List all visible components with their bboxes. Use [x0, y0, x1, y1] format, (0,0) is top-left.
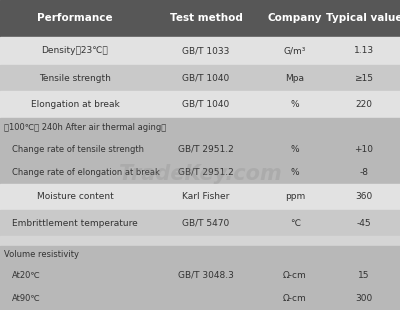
- Bar: [0, 37, 400, 65]
- Text: %: %: [291, 100, 299, 109]
- Text: Ω-cm: Ω-cm: [283, 294, 307, 303]
- Bar: [0, 91, 400, 117]
- Text: -45: -45: [357, 219, 371, 228]
- Text: -8: -8: [360, 168, 368, 177]
- Text: Change rate of elongation at break: Change rate of elongation at break: [12, 168, 160, 177]
- Text: G/m³: G/m³: [284, 46, 306, 55]
- Text: GB/T 3048.3: GB/T 3048.3: [178, 271, 234, 280]
- Text: GB/T 1033: GB/T 1033: [182, 46, 230, 55]
- Text: ppm: ppm: [285, 193, 305, 202]
- Bar: [0, 210, 400, 237]
- Text: Performance: Performance: [37, 13, 113, 24]
- Text: At90℃: At90℃: [12, 294, 41, 303]
- Bar: [0, 287, 400, 310]
- Text: Typical value: Typical value: [326, 13, 400, 24]
- Text: Tensile strength: Tensile strength: [39, 73, 111, 82]
- Text: GB/T 1040: GB/T 1040: [182, 100, 230, 109]
- Text: Test method: Test method: [170, 13, 242, 24]
- Text: Density（23℃）: Density（23℃）: [42, 46, 108, 55]
- Text: %: %: [291, 168, 299, 177]
- Text: GB/T 1040: GB/T 1040: [182, 73, 230, 82]
- Bar: [0, 161, 400, 184]
- Text: ≥15: ≥15: [354, 73, 374, 82]
- Bar: [0, 117, 400, 138]
- Bar: [0, 0, 400, 37]
- Text: Elongation at break: Elongation at break: [31, 100, 119, 109]
- Text: Company: Company: [268, 13, 322, 24]
- Text: 360: 360: [355, 193, 373, 202]
- Bar: [0, 246, 400, 264]
- Text: ℃: ℃: [290, 219, 300, 228]
- Text: GB/T 2951.2: GB/T 2951.2: [178, 168, 234, 177]
- Text: Embrittlement temperature: Embrittlement temperature: [12, 219, 138, 228]
- Bar: [0, 184, 400, 210]
- Bar: [0, 237, 400, 246]
- Text: Change rate of tensile strength: Change rate of tensile strength: [12, 144, 144, 153]
- Text: %: %: [291, 144, 299, 153]
- Text: 1.13: 1.13: [354, 46, 374, 55]
- Text: GB/T 5470: GB/T 5470: [182, 219, 230, 228]
- Text: Moisture content: Moisture content: [37, 193, 113, 202]
- Text: TradeKey.com: TradeKey.com: [119, 164, 281, 184]
- Text: 300: 300: [355, 294, 373, 303]
- Bar: [0, 65, 400, 91]
- Text: 15: 15: [358, 271, 370, 280]
- Text: （100℃． 240h After air thermal aging）: （100℃． 240h After air thermal aging）: [4, 123, 166, 132]
- Text: Mpa: Mpa: [286, 73, 304, 82]
- Text: Volume resistivity: Volume resistivity: [4, 250, 79, 259]
- Bar: [0, 138, 400, 161]
- Text: At20℃: At20℃: [12, 271, 41, 280]
- Text: +10: +10: [354, 144, 374, 153]
- Text: Ω-cm: Ω-cm: [283, 271, 307, 280]
- Text: Karl Fisher: Karl Fisher: [182, 193, 230, 202]
- Bar: [0, 264, 400, 287]
- Text: 220: 220: [356, 100, 372, 109]
- Text: GB/T 2951.2: GB/T 2951.2: [178, 144, 234, 153]
